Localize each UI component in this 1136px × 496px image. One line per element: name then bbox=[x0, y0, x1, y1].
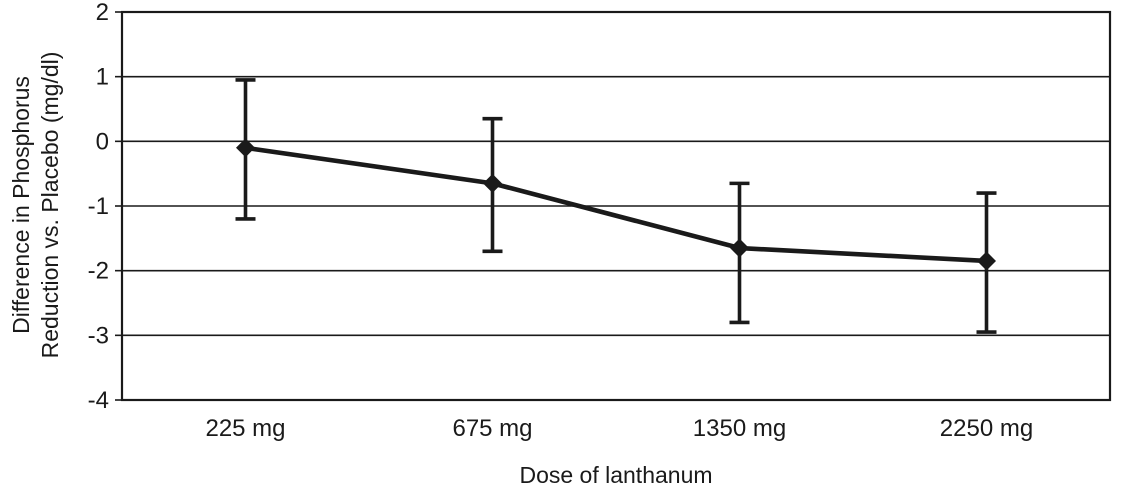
data-point-marker bbox=[730, 238, 749, 258]
y-axis-title: Difference in Phosphorus Reduction vs. P… bbox=[7, 0, 65, 415]
y-tick-label: 0 bbox=[96, 128, 109, 155]
y-tick-label: -2 bbox=[88, 258, 109, 285]
data-point-marker bbox=[977, 251, 996, 271]
data-point-marker bbox=[236, 138, 255, 158]
series-line bbox=[245, 145, 987, 264]
y-tick-label: 1 bbox=[96, 64, 109, 91]
plot-border bbox=[120, 10, 1112, 402]
x-tick-label: 2250 mg bbox=[940, 415, 1033, 442]
y-tick-label: -1 bbox=[88, 193, 109, 220]
x-axis-title: Dose of lanthanum bbox=[519, 462, 713, 488]
x-tick-label: 675 mg bbox=[452, 415, 532, 442]
x-tick-label: 1350 mg bbox=[693, 415, 786, 442]
data-point-marker bbox=[483, 173, 502, 193]
y-axis-title-line2: Reduction vs. Placebo (mg/dl) bbox=[36, 51, 63, 359]
x-tick-label: 225 mg bbox=[205, 415, 285, 442]
y-tick-label: 2 bbox=[96, 0, 109, 26]
y-axis-title-line1: Difference in Phosphorus bbox=[8, 76, 34, 334]
y-tick-label: -3 bbox=[88, 322, 109, 349]
y-tick-label: -4 bbox=[88, 387, 109, 414]
